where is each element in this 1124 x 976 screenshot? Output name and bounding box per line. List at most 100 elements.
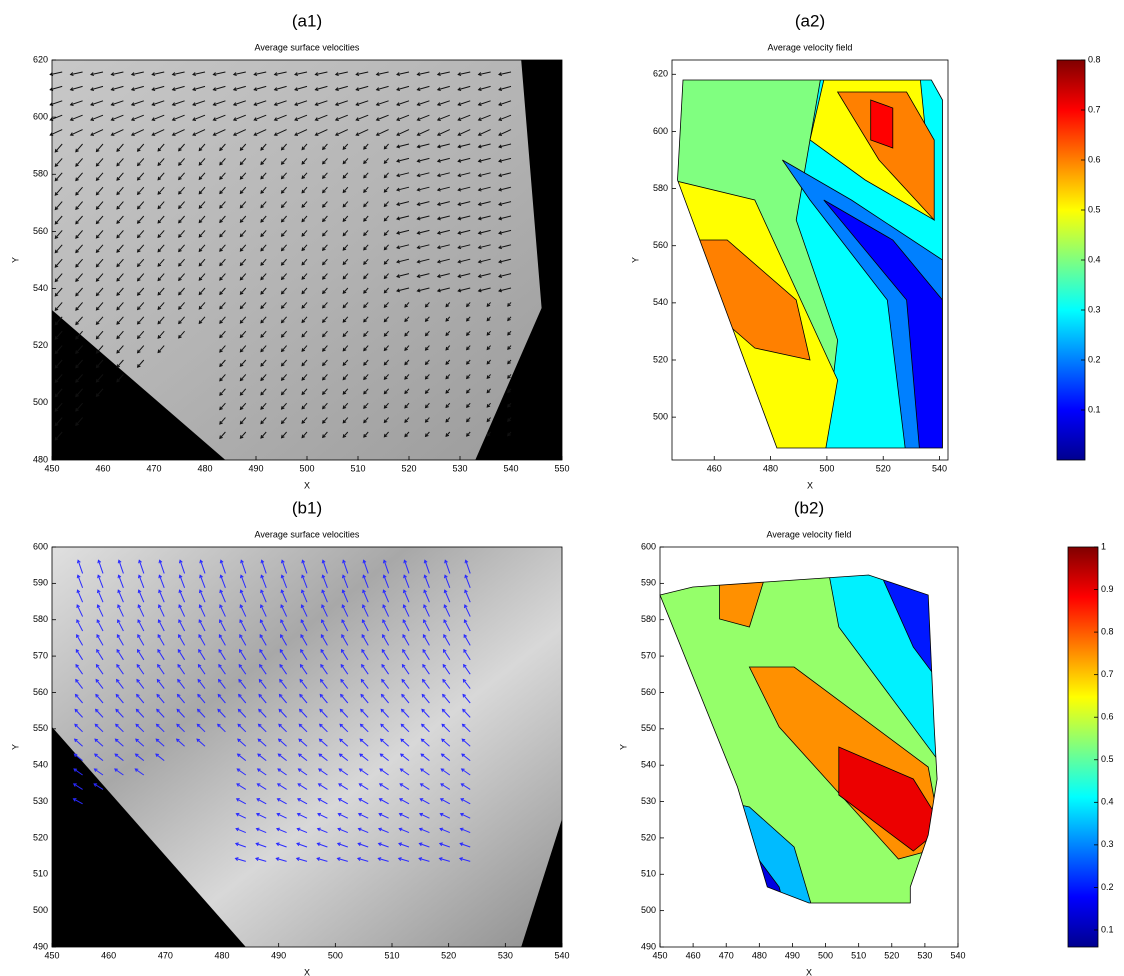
velocity-arrow — [381, 664, 390, 675]
y-tick-label: 580 — [33, 169, 48, 179]
velocity-arrow — [322, 244, 328, 251]
arrow-head — [363, 304, 367, 309]
arrow-head — [443, 619, 447, 623]
velocity-arrow — [96, 664, 104, 675]
velocity-arrow — [420, 768, 430, 776]
velocity-arrow — [116, 230, 124, 239]
x-tick-label: 470 — [719, 950, 734, 960]
arrow-head — [95, 306, 100, 311]
arrow-head — [363, 261, 367, 265]
arrow-head — [498, 259, 503, 264]
arrow-head — [457, 117, 462, 121]
velocity-arrow — [158, 604, 165, 617]
velocity-arrow — [260, 230, 267, 237]
velocity-arrow — [136, 694, 145, 704]
velocity-arrow — [74, 753, 83, 761]
arrow-head — [322, 160, 326, 165]
velocity-arrow — [54, 345, 63, 354]
arrow-head — [219, 420, 223, 425]
arrow-head — [239, 589, 244, 594]
velocity-arrow — [178, 258, 185, 267]
velocity-arrow — [342, 589, 349, 603]
velocity-arrow — [137, 230, 145, 238]
velocity-arrow — [425, 374, 430, 380]
velocity-arrow — [192, 85, 206, 91]
x-tick-label: 480 — [752, 950, 767, 960]
velocity-arrow — [423, 619, 430, 632]
velocity-arrow — [116, 664, 124, 675]
velocity-arrow — [116, 258, 124, 267]
arrow-head — [130, 102, 135, 106]
arrow-head — [239, 305, 244, 310]
velocity-arrow — [198, 244, 206, 252]
velocity-arrow — [97, 560, 104, 574]
arrow-head — [378, 783, 383, 787]
arrow-head — [322, 319, 326, 323]
velocity-arrow — [441, 753, 451, 761]
arrow-head — [466, 317, 470, 322]
arrow-head — [157, 219, 162, 224]
arrow-head — [298, 708, 303, 713]
arrow-head — [157, 277, 162, 282]
velocity-arrow — [322, 402, 328, 409]
y-tick-label: 620 — [653, 69, 668, 79]
arrow-head — [404, 347, 408, 351]
arrow-head — [445, 418, 450, 423]
arrow-head — [382, 604, 386, 609]
velocity-arrow — [458, 157, 471, 162]
arrow-head — [298, 723, 303, 728]
velocity-arrow — [240, 215, 247, 223]
arrow-head — [75, 163, 79, 167]
arrow-head — [477, 288, 482, 293]
arrow-head — [436, 216, 441, 221]
arrow-head — [457, 144, 462, 149]
x-tick-label: 530 — [452, 463, 467, 473]
velocity-arrow — [198, 273, 206, 281]
velocity-arrow — [420, 783, 430, 790]
arrow-head — [424, 390, 429, 394]
velocity-arrow — [363, 402, 369, 409]
velocity-arrow — [137, 316, 145, 325]
velocity-arrow — [157, 230, 165, 238]
velocity-arrow — [363, 345, 369, 351]
velocity-arrow — [96, 244, 104, 253]
arrow-head — [297, 798, 301, 802]
velocity-arrow — [278, 738, 287, 747]
image-mask — [52, 727, 246, 947]
velocity-arrow — [96, 330, 104, 340]
arrow-head — [198, 205, 203, 209]
arrow-head — [192, 102, 197, 106]
arrow-head — [421, 678, 426, 683]
arrow-head — [334, 72, 339, 77]
velocity-arrow — [462, 694, 471, 704]
arrow-head — [136, 277, 141, 282]
velocity-arrow — [396, 129, 410, 136]
velocity-arrow — [478, 215, 491, 220]
arrow-head — [115, 723, 119, 728]
velocity-arrow — [281, 345, 287, 352]
velocity-arrow — [322, 359, 328, 366]
velocity-arrow — [341, 634, 349, 646]
velocity-arrow — [54, 287, 63, 297]
velocity-arrow — [338, 783, 349, 790]
axes-box — [51, 546, 563, 948]
velocity-arrow — [342, 374, 349, 380]
arrow-head — [178, 248, 182, 253]
velocity-arrow — [236, 768, 247, 776]
arrow-head — [259, 633, 264, 638]
arrow-head — [260, 406, 264, 410]
velocity-arrow — [404, 431, 410, 437]
velocity-arrow — [301, 575, 308, 588]
velocity-arrow — [422, 634, 430, 646]
velocity-arrow — [156, 709, 165, 718]
arrow-head — [176, 708, 181, 713]
arrow-head — [239, 204, 244, 209]
arrow-head — [94, 723, 99, 728]
arrow-head — [461, 738, 466, 743]
axes-box — [659, 546, 959, 948]
velocity-arrow — [96, 345, 104, 354]
arrow-head — [423, 604, 427, 609]
panel-label: (b1) — [292, 498, 322, 517]
arrow-head — [317, 812, 322, 817]
arrow-head — [457, 230, 462, 235]
